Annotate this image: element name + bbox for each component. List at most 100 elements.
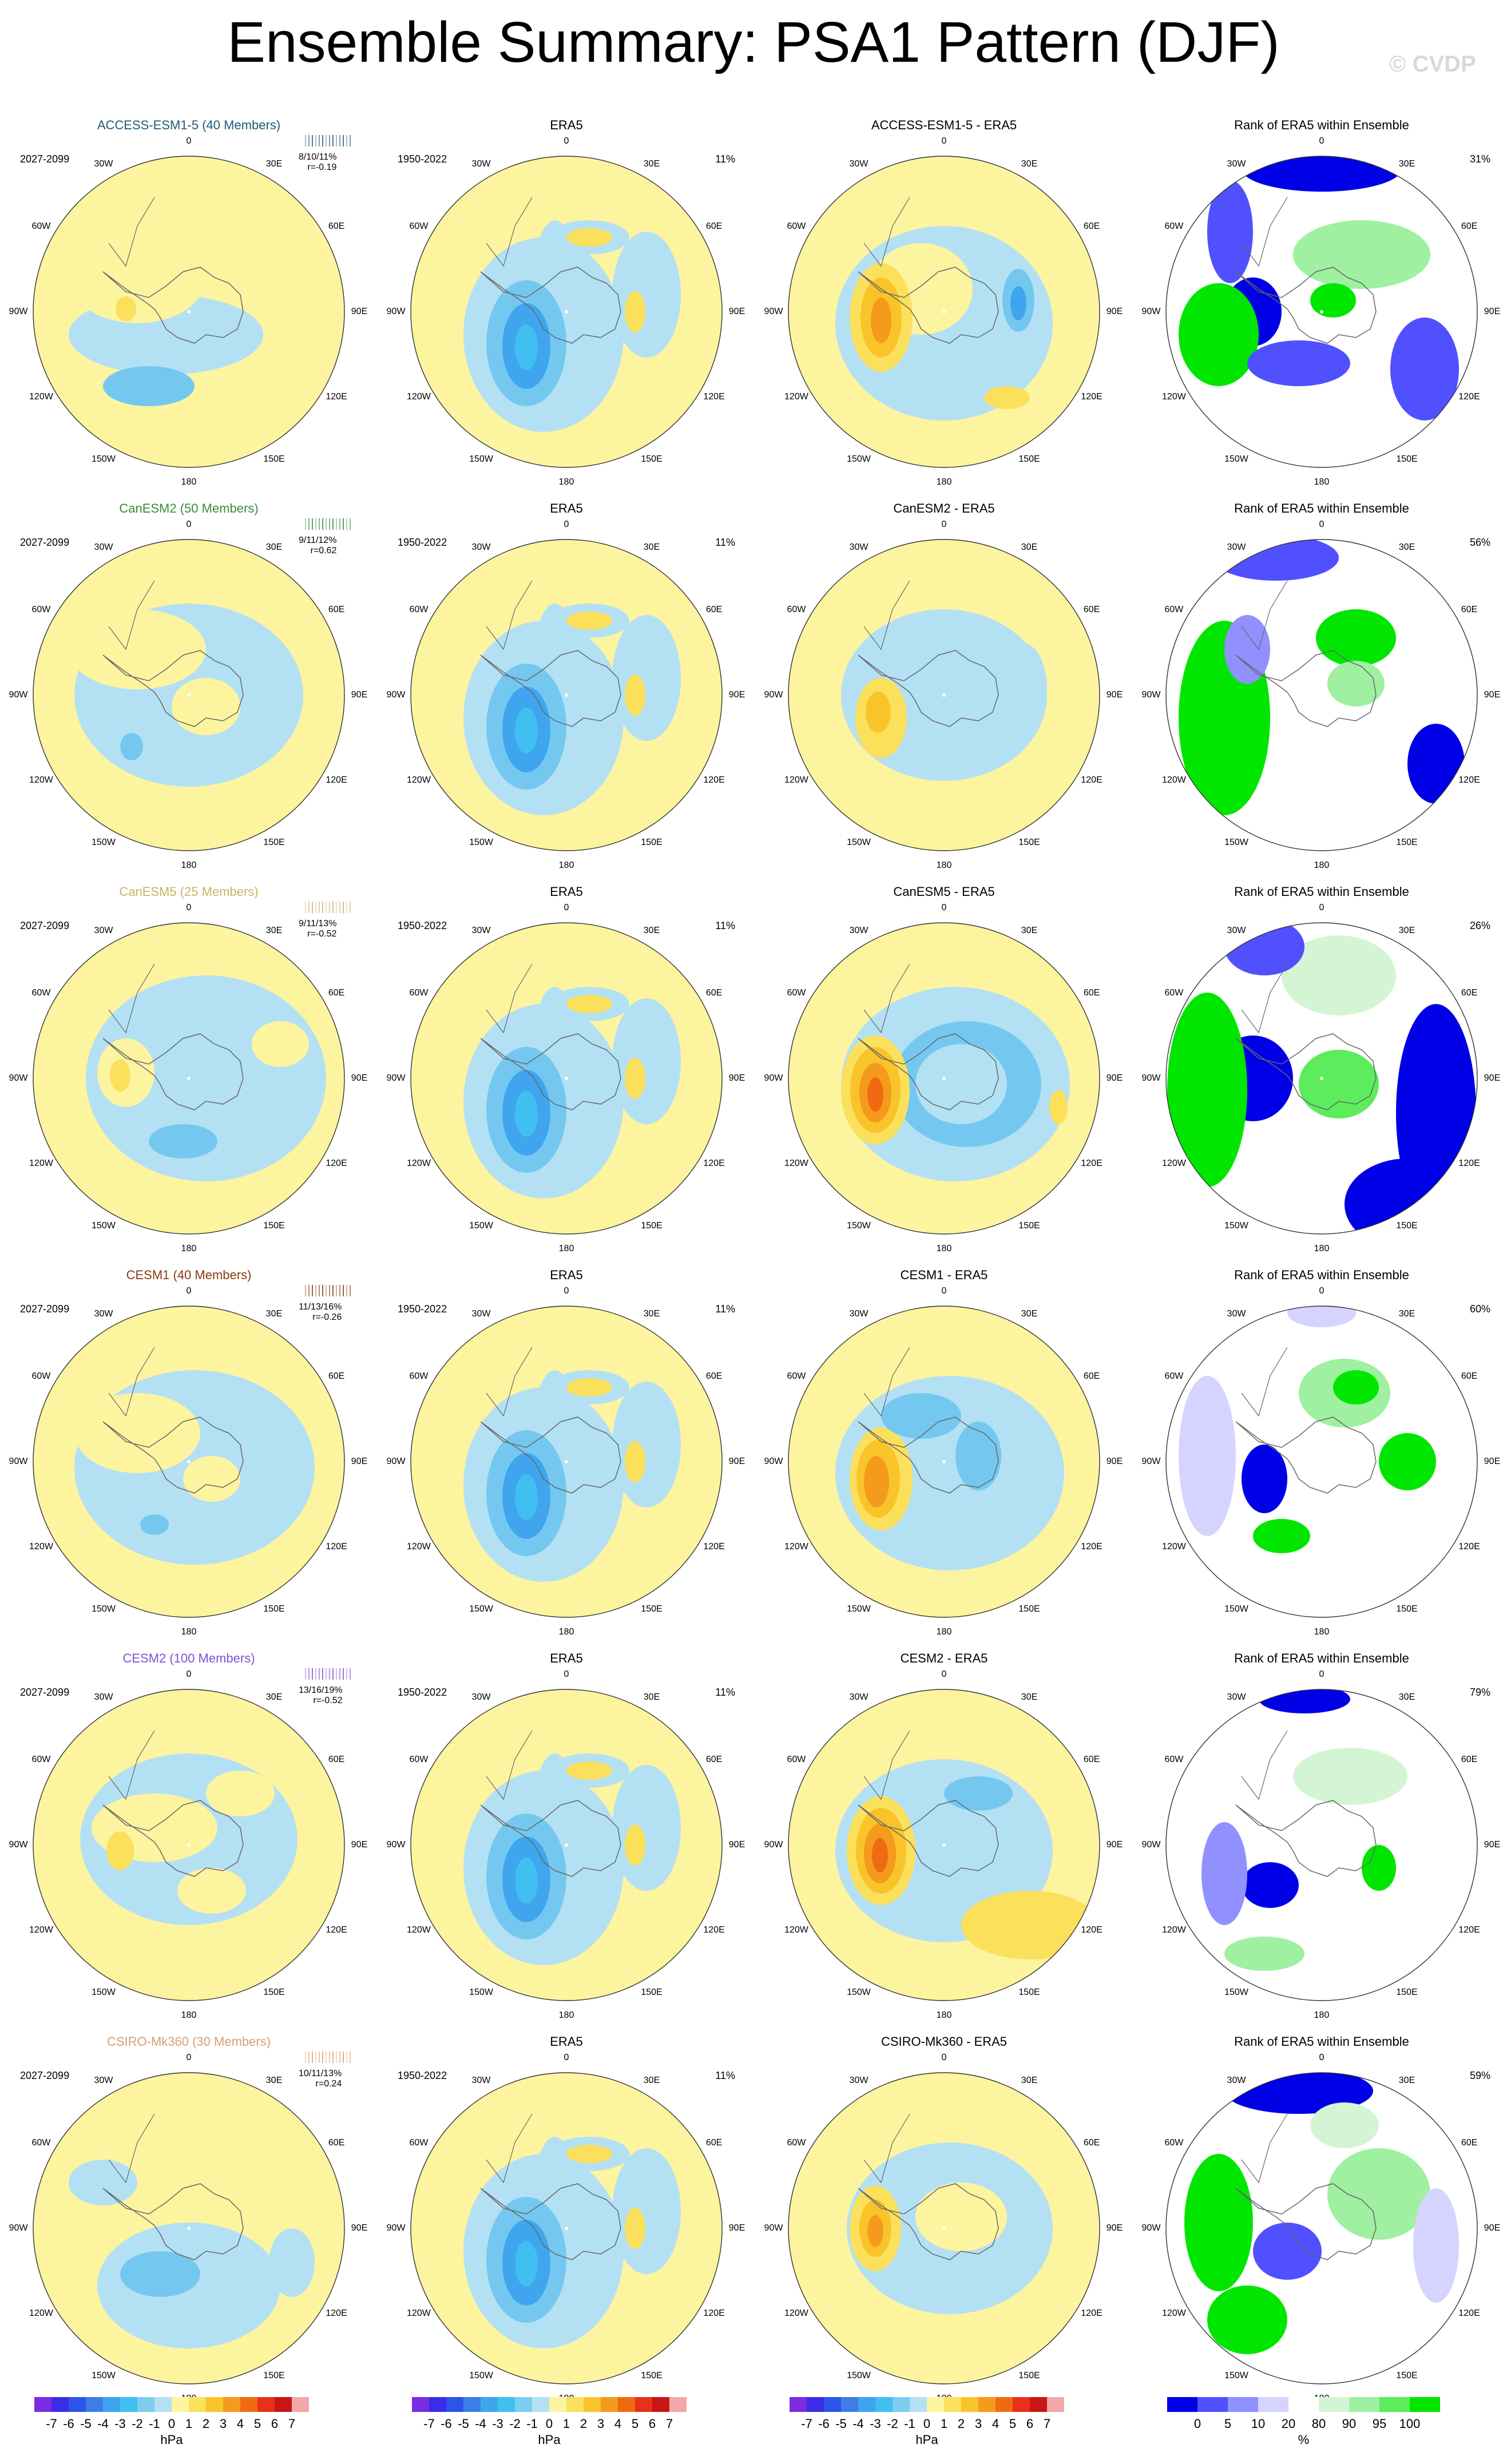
contour-region: [74, 1393, 200, 1473]
longitude-label: 180: [181, 477, 197, 487]
spread-tick: [343, 2052, 344, 2063]
ensemble-stats: 9/11/13% r=-0.52: [299, 919, 336, 939]
longitude-label: 90E: [728, 2223, 745, 2233]
longitude-label: 30W: [94, 925, 113, 935]
map-boundary: [33, 539, 345, 851]
longitude-label: 60E: [1083, 1371, 1100, 1381]
colorbar-tick: -2: [887, 2417, 898, 2431]
contour-region: [566, 1761, 612, 1780]
spread-tick: [346, 1285, 347, 1296]
colorbar-swatch: [910, 2397, 927, 2412]
longitude-label: 150E: [263, 2371, 285, 2381]
colorbar-swatch: [275, 2397, 292, 2412]
spread-tick: [336, 1668, 337, 1680]
colorbar-swatch: [515, 2397, 532, 2412]
longitude-label: 120W: [29, 392, 53, 402]
colorbar-tick: -7: [46, 2417, 57, 2431]
ensemble-pct-range: 13/16/19%: [299, 1685, 343, 1695]
spread-tick: [326, 902, 327, 913]
colorbar-swatch: [807, 2397, 824, 2412]
longitude-label: 60W: [787, 1755, 806, 1764]
longitude-label: 150W: [847, 1604, 871, 1614]
longitude-label: 150E: [1018, 1221, 1040, 1231]
antarctica-outline: [1235, 2183, 1377, 2260]
longitude-label: 120E: [1081, 392, 1103, 402]
longitude-label: 90W: [764, 1840, 783, 1850]
contour-region: [120, 2251, 200, 2297]
antarctica-outline: [1235, 267, 1377, 344]
pattern-correlation: r=-0.19: [307, 162, 337, 172]
south-america-outline: [486, 2113, 533, 2184]
longitude-label: 30E: [1398, 158, 1415, 169]
colorbar-tick: 0: [168, 2417, 176, 2431]
south-pole-marker: [1320, 2227, 1323, 2230]
longitude-label: 0: [186, 1669, 192, 1679]
longitude-label: 60W: [31, 221, 51, 231]
ensemble-pct-range: 8/10/11%: [299, 152, 337, 162]
map-panel: 1950-2022 11% ERA5 0 30E 60E 90E 120E 150E 180 150…: [387, 114, 745, 487]
south-america-outline: [863, 963, 910, 1034]
colorbar-swatch: [34, 2397, 51, 2412]
longitude-label: 30E: [1398, 542, 1415, 552]
model-period: 2027-2099: [20, 1687, 70, 1698]
map-panel: 1950-2022 11% ERA5 0 30E 60E 90E 120E 150E 180 150…: [387, 498, 745, 870]
longitude-label: 0: [1319, 903, 1324, 912]
longitude-label: 150W: [92, 1987, 116, 1998]
longitude-label: 120E: [1458, 1158, 1480, 1168]
polar-map: [410, 2072, 723, 2384]
rank-percent: 31%: [1469, 153, 1490, 165]
colorbar-tick: 0: [1193, 2417, 1201, 2431]
map-boundary: [33, 156, 345, 468]
longitude-label: 30W: [94, 158, 113, 169]
antarctica-outline: [102, 650, 244, 727]
longitude-label: 150W: [469, 454, 493, 465]
contour-region: [252, 1021, 309, 1067]
ensemble-pct-range: 10/11/13%: [299, 2069, 342, 2078]
map-boundary: [1165, 539, 1478, 851]
longitude-label: 150E: [641, 1221, 663, 1231]
longitude-label: 90E: [1106, 690, 1123, 700]
colorbar-unit: hPa: [915, 2433, 938, 2447]
longitude-label: 30E: [1021, 158, 1038, 169]
colorbar-swatch: [1167, 2397, 1197, 2412]
longitude-label: 60E: [705, 2138, 723, 2148]
colorbar-swatch: [137, 2397, 154, 2412]
spread-tick: [305, 2052, 306, 2063]
pattern-correlation: r=-0.26: [312, 1312, 342, 1322]
longitude-label: 150W: [469, 1221, 493, 1231]
panel-title: CanESM2 - ERA5: [893, 501, 995, 515]
spread-tick: [319, 1668, 320, 1680]
longitude-label: 90E: [1484, 1840, 1501, 1850]
south-america-outline: [1241, 963, 1288, 1034]
longitude-label: 120W: [784, 2308, 808, 2318]
contour-region: [515, 324, 538, 370]
map-boundary: [1165, 2072, 1478, 2384]
longitude-label: 120E: [1081, 775, 1103, 785]
spread-tick: [350, 902, 351, 913]
contour-region: [1316, 609, 1396, 666]
panel-title: CESM2 (100 Members): [122, 1651, 255, 1665]
longitude-label: 120E: [1081, 2308, 1103, 2318]
obs-period: 1950-2022: [398, 2070, 447, 2081]
colorbar-swatch: [652, 2397, 669, 2412]
panel-title: Rank of ERA5 within Ensemble: [1234, 501, 1409, 515]
spread-tick: [312, 1285, 313, 1296]
longitude-label: 0: [941, 903, 947, 912]
longitude-label: 30W: [1227, 1308, 1246, 1319]
colorbar-swatch: [1379, 2397, 1410, 2412]
spread-tick: [332, 135, 334, 146]
antarctica-outline: [480, 1800, 621, 1877]
colorbar-tick: 4: [236, 2417, 244, 2431]
polar-map: [33, 1306, 345, 1618]
longitude-label: 60W: [787, 988, 806, 998]
contour-region: [1184, 2154, 1253, 2291]
colorbar-swatch: [120, 2397, 137, 2412]
panel-title: CESM1 (40 Members): [126, 1268, 252, 1282]
longitude-label: 120W: [29, 1158, 53, 1168]
south-america-outline: [486, 1730, 533, 1800]
longitude-label: 30E: [643, 542, 660, 552]
longitude-label: 30E: [1398, 2075, 1415, 2085]
longitude-label: 120W: [29, 2308, 53, 2318]
obs-period: 1950-2022: [398, 920, 447, 931]
spread-tick: [326, 2052, 327, 2063]
